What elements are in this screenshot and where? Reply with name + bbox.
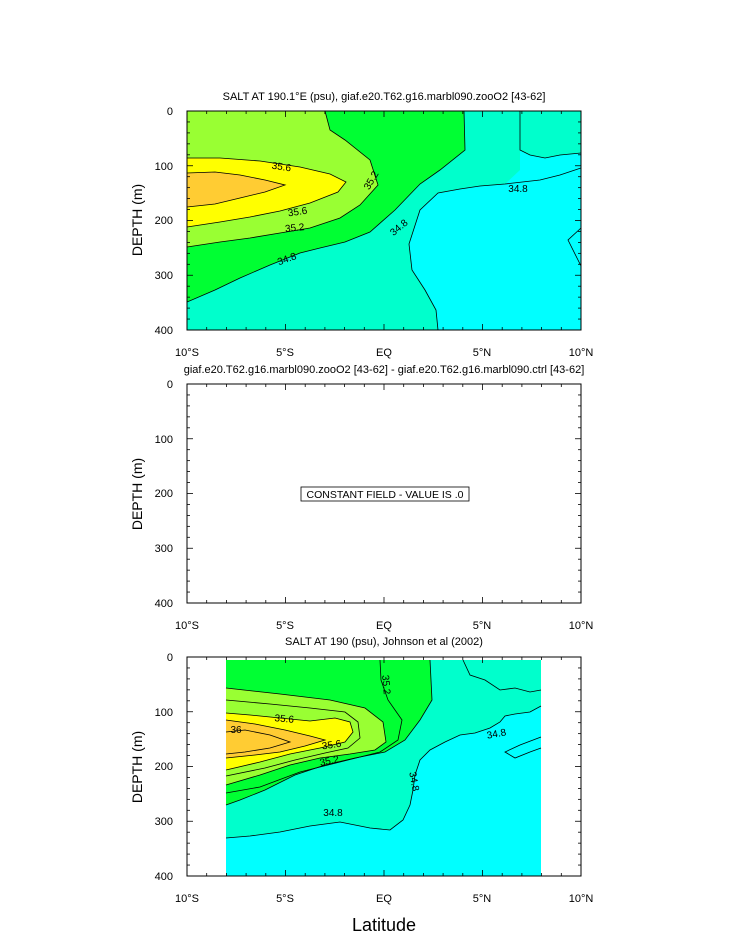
y-tick-label: 400 xyxy=(155,598,173,610)
x-tick-label: 5°N xyxy=(473,620,492,632)
x-tick-label: 5°S xyxy=(276,347,294,359)
contour-label: 34.8 xyxy=(406,771,420,793)
panel-bottom: SALT AT 190 (psu), Johnson et al (2002) xyxy=(129,636,593,935)
x-tick-label: 5°N xyxy=(473,893,492,905)
y-tick-label: 200 xyxy=(155,488,173,500)
panel-bottom-title: SALT AT 190 (psu), Johnson et al (2002) xyxy=(285,636,483,648)
contour-label: 36 xyxy=(230,725,242,736)
panel-top-contour-fills xyxy=(187,111,581,330)
x-tick-label: 10°N xyxy=(569,347,594,359)
panel-middle-title: giaf.e20.T62.g16.marbl090.zooO2 [43-62] … xyxy=(184,364,585,376)
panel-bottom-contour-fills xyxy=(225,659,542,876)
contour-label: 35.2 xyxy=(319,754,341,769)
panel-middle-xticks: 10°S 5°S EQ 5°N 10°N xyxy=(175,620,593,632)
contour-label: 35.2 xyxy=(379,675,392,696)
fill-band-6 xyxy=(187,172,285,207)
panel-middle-ylabel: DEPTH (m) xyxy=(129,458,145,530)
x-axis-label: Latitude xyxy=(352,915,416,935)
x-tick-label: 5°S xyxy=(276,620,294,632)
contour-label: 35.6 xyxy=(287,206,308,220)
y-tick-label: 400 xyxy=(155,871,173,883)
panel-bottom-yticks: 0 100 200 300 400 xyxy=(155,652,173,883)
panel-bottom-contour-lines xyxy=(225,659,542,839)
panel-top: SALT AT 190.1°E (psu), giaf.e20.T62.g16.… xyxy=(129,91,593,359)
panel-top-title: SALT AT 190.1°E (psu), giaf.e20.T62.g16.… xyxy=(223,91,546,103)
panel-bottom-ylabel: DEPTH (m) xyxy=(129,731,145,803)
y-tick-label: 100 xyxy=(155,707,173,719)
x-tick-label: 10°S xyxy=(175,620,199,632)
y-tick-label: 200 xyxy=(155,761,173,773)
x-tick-label: EQ xyxy=(376,620,392,632)
panel-middle: giaf.e20.T62.g16.marbl090.zooO2 [43-62] … xyxy=(129,364,593,632)
constant-field-annotation: CONSTANT FIELD - VALUE IS .0 xyxy=(307,489,464,501)
y-tick-label: 400 xyxy=(155,325,173,337)
contour-label: 35.6 xyxy=(321,739,342,753)
panel-bottom-xticks: 10°S 5°S EQ 5°N 10°N xyxy=(175,893,593,905)
y-tick-label: 0 xyxy=(167,652,173,664)
y-tick-label: 200 xyxy=(155,215,173,227)
panel-top-contour-lines xyxy=(187,111,581,330)
contour-label: 34.8 xyxy=(323,808,343,819)
panel-top-xticks: 10°S 5°S EQ 5°N 10°N xyxy=(175,347,593,359)
y-tick-label: 300 xyxy=(155,270,173,282)
panel-middle-tick-marks xyxy=(186,383,582,604)
contour-label: 35.2 xyxy=(284,222,305,235)
x-tick-label: 10°S xyxy=(175,347,199,359)
panel-top-ylabel: DEPTH (m) xyxy=(129,184,145,256)
contour-label: 34.8 xyxy=(486,727,508,741)
x-tick-label: 5°S xyxy=(276,893,294,905)
fill-band-6 xyxy=(226,720,325,758)
y-tick-label: 300 xyxy=(155,543,173,555)
x-tick-label: 5°N xyxy=(473,347,492,359)
contour-label: 35.6 xyxy=(274,713,295,726)
contour-label: 34.8 xyxy=(508,184,528,195)
y-tick-label: 0 xyxy=(167,379,173,391)
y-tick-label: 300 xyxy=(155,816,173,828)
panel-bottom-tick-marks xyxy=(186,656,582,877)
panel-top-yticks: 0 100 200 300 400 xyxy=(155,106,173,337)
panel-top-tick-marks xyxy=(186,110,582,331)
x-tick-label: EQ xyxy=(376,347,392,359)
x-tick-label: EQ xyxy=(376,893,392,905)
x-tick-label: 10°N xyxy=(569,620,594,632)
y-tick-label: 0 xyxy=(167,106,173,118)
contour-label: 35.6 xyxy=(271,161,292,175)
panel-middle-yticks: 0 100 200 300 400 xyxy=(155,379,173,610)
y-tick-label: 100 xyxy=(155,434,173,446)
x-tick-label: 10°S xyxy=(175,893,199,905)
y-tick-label: 100 xyxy=(155,161,173,173)
x-tick-label: 10°N xyxy=(569,893,594,905)
constant-field-box xyxy=(300,486,470,502)
panel-bottom-contour-labels: 36 35.6 35.6 35.2 35.2 34.8 34.8 34.8 xyxy=(230,675,507,819)
